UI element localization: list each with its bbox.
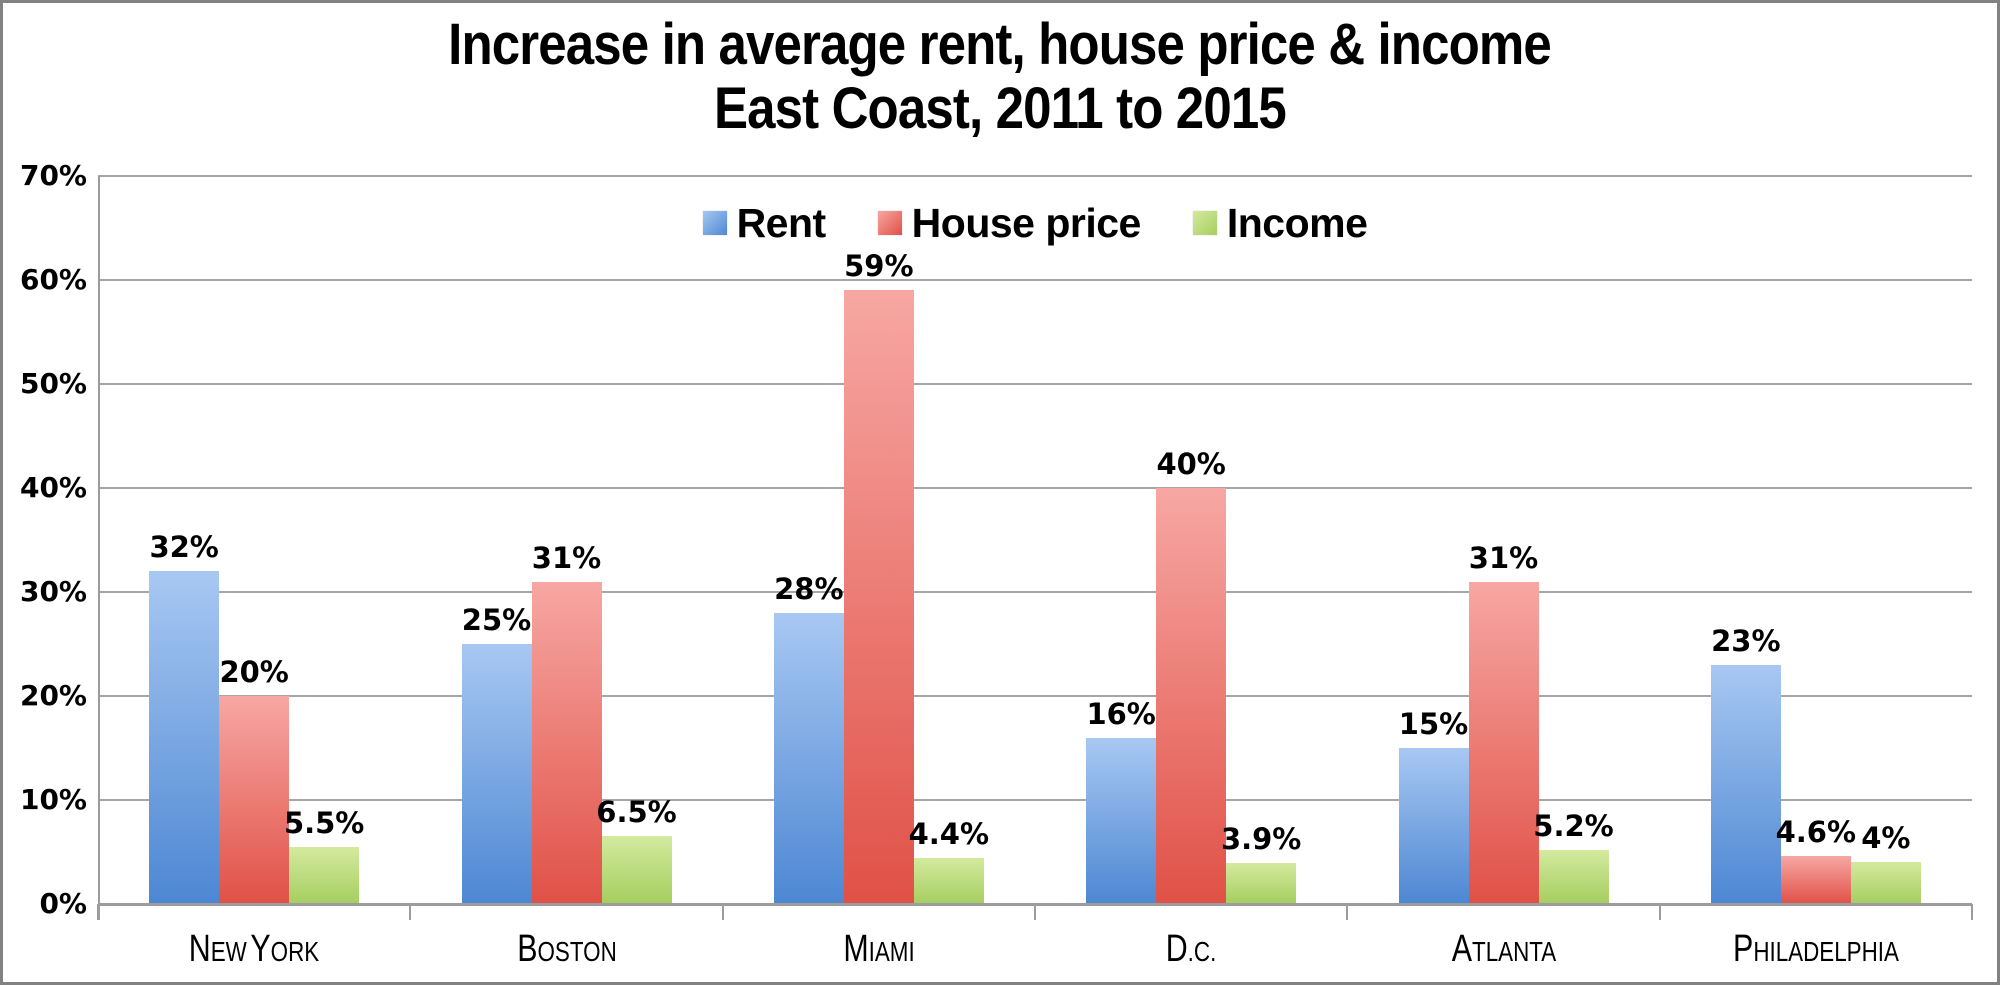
bar-value-label: 31% (1468, 540, 1539, 575)
grid-line (98, 695, 1972, 697)
bar-rent (773, 612, 844, 904)
y-tick-label: 40% (19, 471, 87, 504)
grid-line (98, 799, 1972, 801)
x-category-label-cap: A (1451, 928, 1472, 970)
x-axis-tick (1971, 904, 1973, 920)
x-category-label-rest: .C. (1187, 936, 1217, 967)
grid-line (98, 175, 1972, 177)
x-category-label-rest: ork (270, 936, 320, 967)
grid-line (98, 279, 1972, 281)
grid-line (98, 591, 1972, 593)
bar-house-price (843, 290, 914, 904)
chart-title-line2: East Coast, 2011 to 2015 (714, 76, 1287, 141)
bar-income (1538, 849, 1609, 904)
y-axis-line (98, 176, 100, 920)
x-axis-tick (1346, 904, 1349, 920)
legend-item-house-price: House price (877, 200, 1142, 246)
chart-title: Increase in average rent, house price & … (3, 13, 1997, 141)
x-category-label: D.C. (1047, 928, 1335, 971)
y-tick-label: 70% (19, 159, 87, 192)
legend-swatch-icon (1192, 211, 1217, 235)
x-category-label: Atlanta (1360, 928, 1648, 971)
legend-label: House price (911, 200, 1142, 246)
bar-rent (1710, 664, 1781, 904)
x-axis-tick (1658, 904, 1661, 920)
legend-item-income: Income (1192, 200, 1368, 246)
x-category-label: Miami (735, 928, 1023, 971)
x-category-label-rest: ew (210, 936, 247, 967)
x-category-label-rest: hiladelphia (1753, 936, 1899, 967)
x-category-label-rest: iami (868, 936, 915, 967)
legend: Rent House price Income (98, 200, 1972, 246)
y-tick-label: 50% (19, 367, 87, 400)
x-axis-tick (721, 904, 724, 920)
bar-house-price (1468, 581, 1539, 904)
x-category-label: Philadelphia (1672, 928, 1960, 971)
bar-income (1850, 862, 1921, 904)
bar-house-price (1780, 856, 1851, 904)
y-tick-label: 20% (19, 679, 87, 712)
x-category-label-rest: tlanta (1471, 936, 1556, 967)
x-category-label: Boston (423, 928, 711, 971)
bar-value-label: 32% (149, 530, 219, 565)
x-category-label-rest: oston (537, 936, 617, 967)
grid-line (98, 383, 1972, 385)
bar-value-label: 4% (1861, 821, 1911, 856)
y-tick-label: 60% (19, 263, 87, 296)
bar-house-price (1156, 488, 1227, 904)
x-category-label-cap: P (1732, 928, 1754, 970)
bar-rent (1398, 748, 1469, 904)
bar-house-price (219, 696, 290, 904)
legend-swatch-icon (877, 211, 902, 235)
bar-rent (461, 644, 532, 904)
grid-line (98, 487, 1972, 489)
x-axis-tick (409, 904, 412, 920)
chart-title-line1: Increase in average rent, house price & … (448, 12, 1553, 77)
bar-income (913, 858, 984, 904)
legend-label: Income (1226, 200, 1368, 246)
y-tick-label: 10% (19, 783, 87, 816)
y-tick-label: 0% (39, 887, 87, 920)
x-category-label-cap: D (1165, 928, 1188, 970)
x-axis-tick (97, 904, 99, 920)
bar-rent (1086, 737, 1157, 904)
bar-house-price (531, 581, 602, 904)
x-category-label-cap: M (843, 928, 869, 970)
bar-value-label: 23% (1711, 623, 1781, 658)
bar-value-label: 31% (531, 540, 602, 575)
x-axis-tick (1034, 904, 1036, 920)
x-category-label-cap: B (516, 928, 538, 970)
bar-value-label: 40% (1156, 447, 1226, 481)
legend-item-rent: Rent (702, 200, 827, 246)
bar-rent (149, 571, 220, 904)
legend-label: Rent (736, 200, 827, 246)
bar-income (601, 836, 672, 904)
y-tick-label: 30% (19, 575, 87, 608)
bar-income (1226, 863, 1297, 904)
x-category-label: New York (110, 928, 398, 971)
legend-swatch-icon (702, 211, 727, 235)
x-category-label-cap: Y (250, 928, 271, 970)
bar-income (289, 846, 360, 904)
x-category-label-cap: N (188, 928, 211, 970)
